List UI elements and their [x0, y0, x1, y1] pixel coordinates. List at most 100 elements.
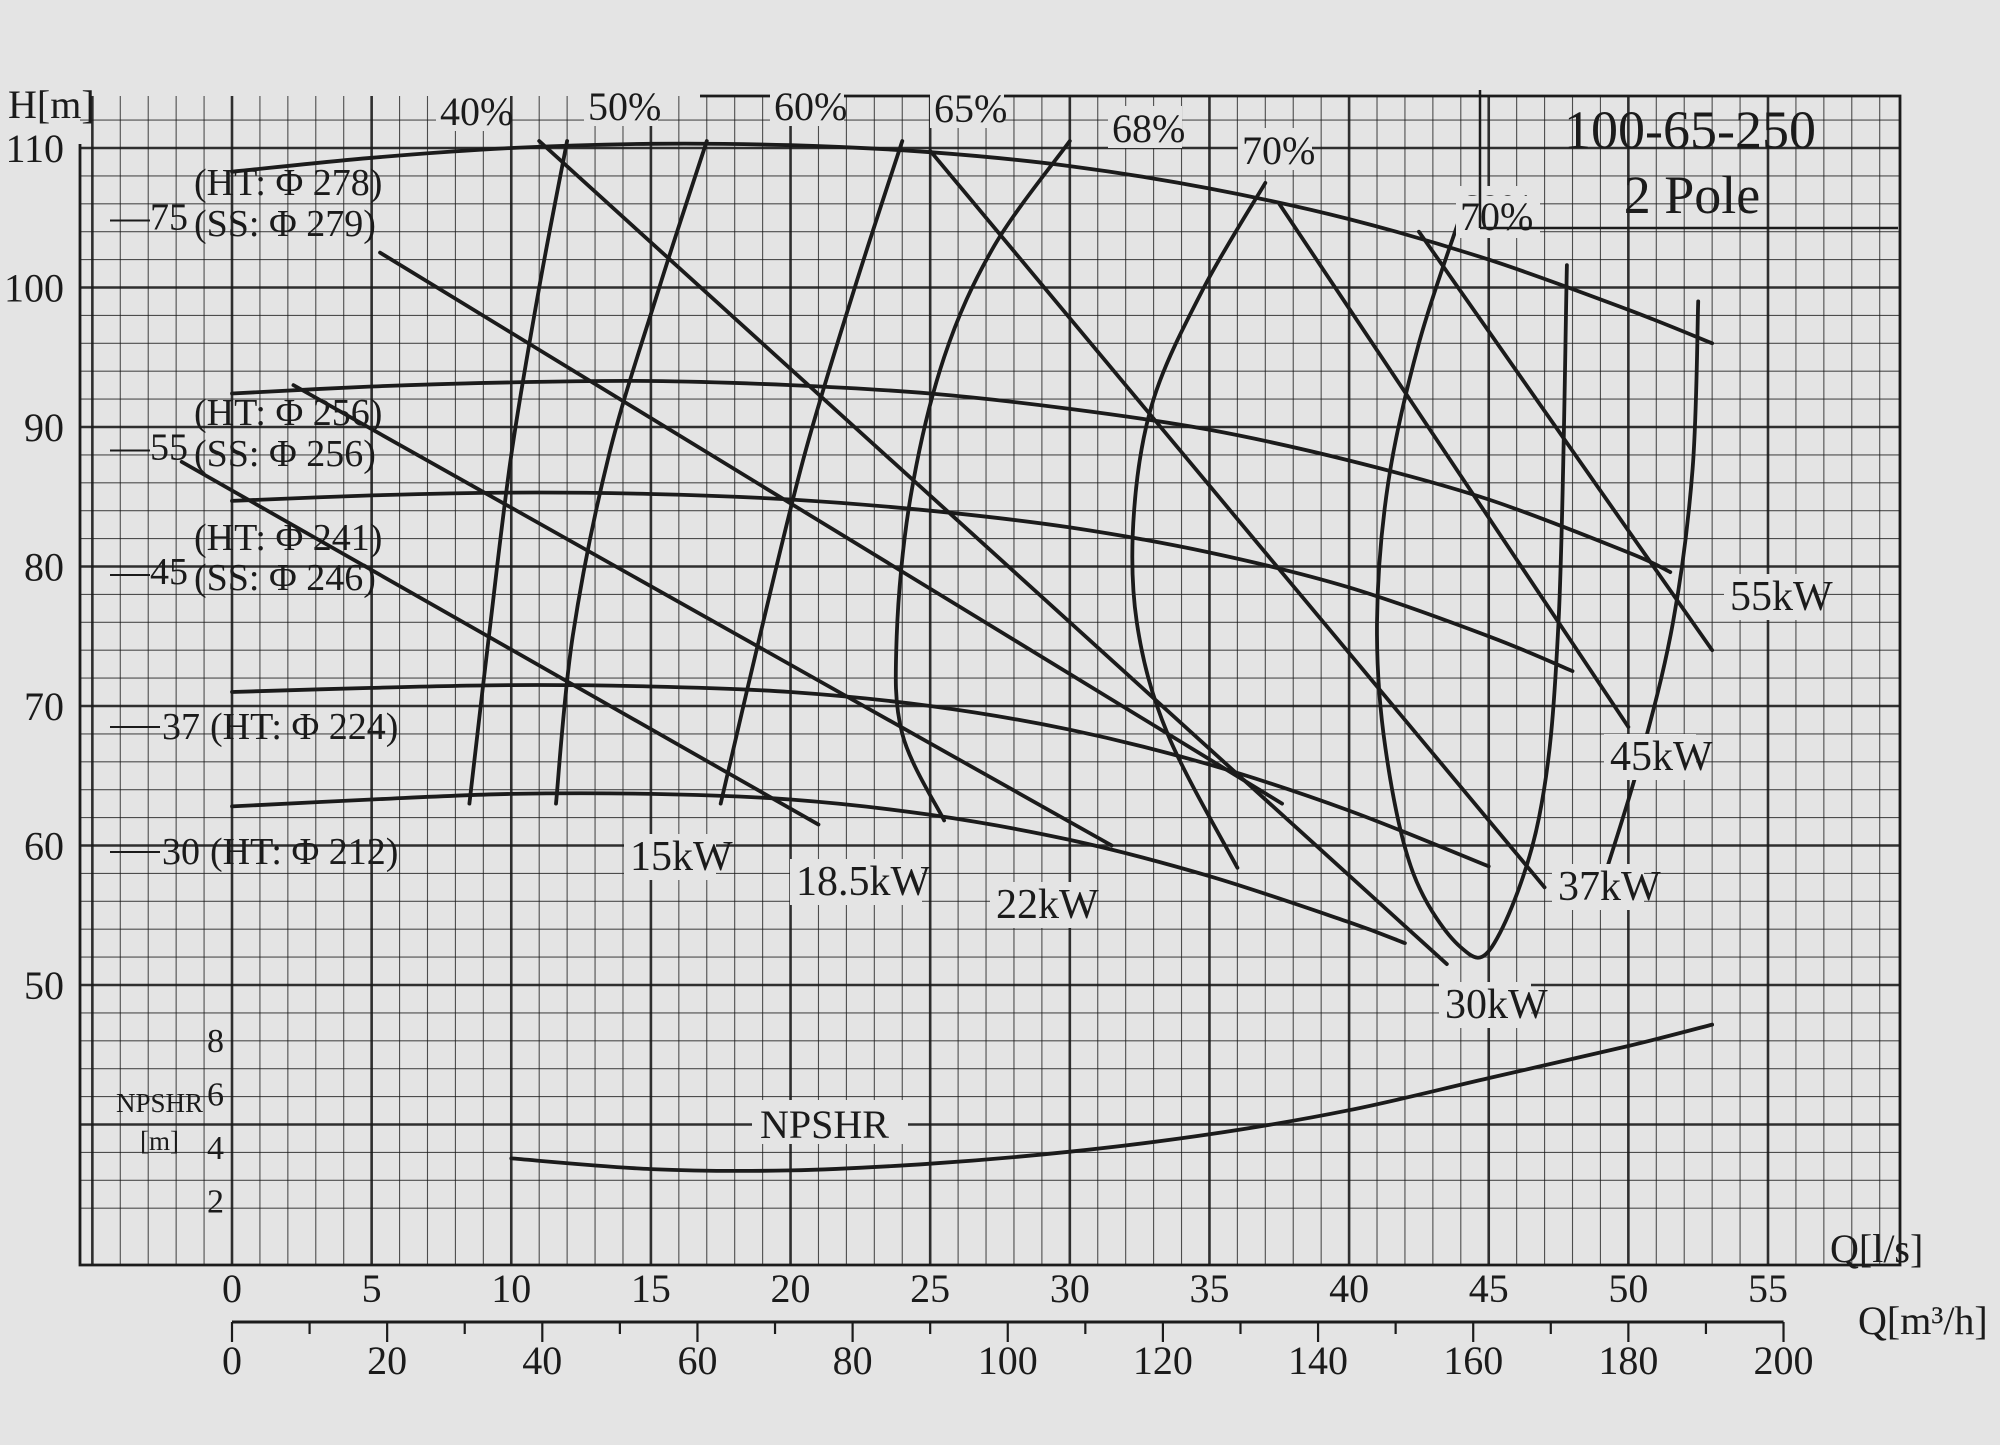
- x-axis-label: Q[l/s]: [1830, 1226, 1923, 1271]
- x-tick-label: 30: [1050, 1266, 1090, 1311]
- power-line-18.5kW: [291, 383, 1114, 848]
- y-tick-label: 60: [24, 824, 64, 869]
- grid: [78, 94, 1902, 1267]
- y-tick-label: 100: [4, 266, 64, 311]
- x-tick-label: 40: [1329, 1266, 1369, 1311]
- power-line-label: 55kW: [1730, 574, 1833, 620]
- m3h-tick-label: 0: [222, 1338, 242, 1383]
- head-curve-label: (HT: Φ 241): [194, 517, 382, 559]
- efficiency-curve-50%: [554, 139, 709, 806]
- head-curve-motor: 37: [162, 706, 200, 748]
- efficiency-curve-label: 68%: [1112, 106, 1185, 151]
- npshr-curve: [509, 1022, 1714, 1173]
- power-label-bg: [990, 882, 1082, 928]
- efficiency-label-bg: [584, 84, 658, 126]
- efficiency-curve-40%: [467, 139, 569, 806]
- efficiency-label-bg: [770, 84, 844, 126]
- head-curve-label: (HT: Φ 224): [210, 706, 398, 748]
- y-tick-label: 90: [24, 405, 64, 450]
- npshr-label-bg: [752, 1100, 908, 1144]
- npsh-tick-label: 6: [207, 1077, 224, 1114]
- chart-subtitle: 2 Pole: [1624, 165, 1761, 225]
- y-tick-label: 80: [24, 545, 64, 590]
- m3h-tick-label: 140: [1288, 1338, 1348, 1383]
- efficiency-label-bg: [1108, 106, 1182, 148]
- x-tick-label: 55: [1748, 1266, 1788, 1311]
- efficiency-curve-68%: [1598, 299, 1701, 891]
- power-line-22kW: [378, 250, 1284, 806]
- m3h-tick-label: 200: [1754, 1338, 1814, 1383]
- npsh-tick-label: 8: [207, 1023, 224, 1060]
- power-label-bg: [1724, 574, 1816, 620]
- y-axis-label: H[m]: [8, 82, 95, 127]
- head-curve-label: (SS: Φ 279): [194, 203, 376, 245]
- x-tick-label: 15: [631, 1266, 671, 1311]
- efficiency-curve-68%: [1130, 181, 1268, 870]
- x-tick-label: 45: [1469, 1266, 1509, 1311]
- power-line-label: 45kW: [1610, 734, 1713, 780]
- power-label-bg: [1439, 982, 1531, 1028]
- head-curve-motor: 55: [150, 427, 188, 469]
- npsh-axis-unit: [m]: [140, 1126, 179, 1156]
- efficiency-curve-70%: [1375, 213, 1569, 960]
- npsh-axis-label: NPSHR: [116, 1088, 203, 1118]
- power-line-label: 15kW: [630, 834, 733, 880]
- x-tick-label: 5: [362, 1266, 382, 1311]
- head-curve-label: (SS: Φ 246): [194, 557, 376, 599]
- title-box: 100-65-250 2 Pole: [1478, 90, 1898, 230]
- efficiency-curve-label: 70%: [1242, 128, 1315, 173]
- power-label-bg: [624, 834, 716, 880]
- m3h-tick-label: 20: [367, 1338, 407, 1383]
- head-curve-45: [230, 490, 1575, 673]
- y-tick-label: 50: [24, 963, 64, 1008]
- power-label-bg: [1604, 734, 1696, 780]
- head-curve-motor: 45: [150, 551, 188, 593]
- efficiency-curve-label: 40%: [440, 89, 513, 134]
- head-curve-30: [230, 791, 1407, 945]
- x-tick-label: 25: [910, 1266, 950, 1311]
- power-line-30kW: [537, 139, 1449, 966]
- head-curve-motor: 75: [150, 197, 188, 239]
- efficiency-curve-60%: [718, 139, 905, 806]
- efficiency-curve-label: 50%: [588, 84, 661, 129]
- m3h-axis-label: Q[m³/h]: [1858, 1298, 1988, 1343]
- power-line-37kW: [928, 148, 1547, 890]
- m3h-tick-label: 180: [1598, 1338, 1658, 1383]
- head-curve-label: (SS: Φ 256): [194, 433, 376, 475]
- head-curve-55: [230, 378, 1673, 574]
- m3h-tick-label: 120: [1133, 1338, 1193, 1383]
- efficiency-label-bg: [1456, 196, 1540, 238]
- head-curve-motor: 30: [162, 831, 200, 873]
- power-line-label: 22kW: [996, 882, 1099, 928]
- efficiency-curve-label: 60%: [774, 84, 847, 129]
- m3h-tick-label: 80: [833, 1338, 873, 1383]
- x-tick-label: 50: [1608, 1266, 1648, 1311]
- chart-frame: [78, 94, 1902, 1267]
- efficiency-curve-label: 65%: [934, 86, 1007, 131]
- head-curve-75: [230, 141, 1714, 346]
- x-tick-label: 35: [1189, 1266, 1229, 1311]
- power-line-label: 30kW: [1445, 982, 1548, 1028]
- m3h-tick-label: 100: [978, 1338, 1038, 1383]
- curves: [179, 139, 1715, 1173]
- power-line-45kW: [1277, 201, 1631, 729]
- x-tick-label: 10: [491, 1266, 531, 1311]
- efficiency-curve-65%: [893, 139, 1072, 823]
- efficiency-curve-label: 70%: [1460, 194, 1533, 239]
- head-curve-label: (HT: Φ 212): [210, 831, 398, 873]
- power-line-15kW: [179, 459, 821, 827]
- power-label-bg: [1552, 864, 1644, 910]
- y-tick-label: 110: [5, 126, 64, 171]
- head-curve-label: (HT: Φ 256): [194, 392, 382, 434]
- efficiency-label-bg: [930, 86, 1004, 128]
- power-line-label: 18.5kW: [796, 859, 931, 905]
- x-tick-label: 20: [771, 1266, 811, 1311]
- m3h-tick-label: 60: [677, 1338, 717, 1383]
- labels: (HT: Φ 278)(SS: Φ 279)75(HT: Φ 256)(SS: …: [110, 84, 1833, 1147]
- npshr-curve-label: NPSHR: [760, 1102, 889, 1147]
- power-label-bg: [790, 859, 922, 905]
- npsh-tick-label: 4: [207, 1130, 224, 1167]
